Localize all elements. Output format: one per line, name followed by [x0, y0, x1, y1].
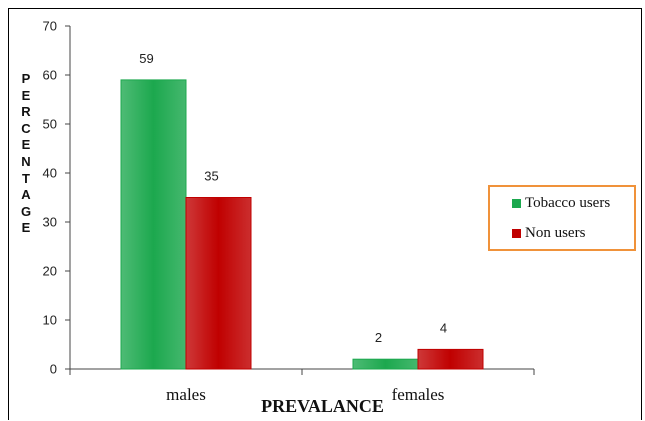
data-label: 2: [375, 330, 382, 345]
legend: Tobacco users Non users: [488, 185, 636, 251]
y-tick-label: 30: [43, 215, 57, 230]
legend-label-tobacco-users: Tobacco users: [525, 195, 611, 211]
y-tick-label: 40: [43, 166, 57, 181]
x-category-label: females: [392, 385, 445, 404]
legend-swatch-tobacco-users: [512, 199, 521, 208]
bar-tobacco-users-females: [352, 358, 419, 370]
x-axis-title: PREVALANCE: [261, 396, 384, 416]
data-label: 59: [139, 51, 153, 66]
y-tick-label: 0: [50, 362, 57, 377]
legend-item-tobacco-users: Tobacco users: [512, 195, 610, 212]
y-axis-title: PERCENTAGE: [20, 71, 32, 236]
bar-tobacco-users-males: [120, 79, 187, 370]
x-category-label: males: [166, 385, 206, 404]
bar-non-users-females: [417, 348, 484, 370]
legend-item-non-users: Non users: [512, 225, 585, 242]
y-tick-label: 70: [43, 19, 57, 34]
y-tick-label: 60: [43, 68, 57, 83]
bar-non-users-males: [185, 197, 252, 370]
data-label: 35: [204, 169, 218, 184]
data-label: 4: [440, 320, 447, 335]
legend-label-non-users: Non users: [525, 225, 586, 241]
y-tick-label: 50: [43, 117, 57, 132]
y-tick-label: 20: [43, 264, 57, 279]
legend-swatch-non-users: [512, 229, 521, 238]
y-tick-label: 10: [43, 313, 57, 328]
chart-frame: [8, 8, 642, 420]
